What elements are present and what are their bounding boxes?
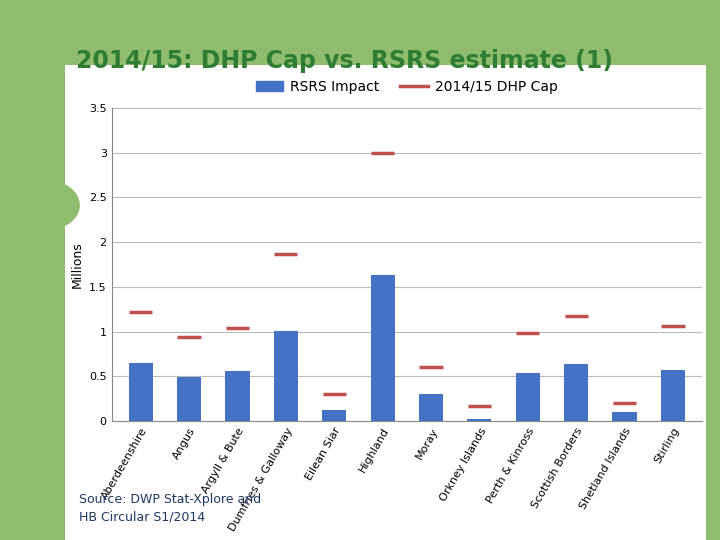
Text: Source: DWP Stat-Xplore and
HB Circular S1/2014: Source: DWP Stat-Xplore and HB Circular … <box>79 493 261 524</box>
Y-axis label: Millions: Millions <box>71 241 84 288</box>
Legend: RSRS Impact, 2014/15 DHP Cap: RSRS Impact, 2014/15 DHP Cap <box>250 74 564 99</box>
Bar <box>564 364 588 421</box>
Bar <box>661 370 685 421</box>
Bar <box>274 331 298 421</box>
Bar <box>613 412 636 421</box>
Bar <box>516 373 540 421</box>
Bar <box>129 363 153 421</box>
Bar <box>419 394 443 421</box>
Bar <box>467 420 492 421</box>
Bar <box>177 377 201 421</box>
Bar <box>225 371 250 421</box>
Text: 2014/15: DHP Cap vs. RSRS estimate (1): 2014/15: DHP Cap vs. RSRS estimate (1) <box>76 49 613 73</box>
Bar <box>322 409 346 421</box>
Bar <box>371 275 395 421</box>
